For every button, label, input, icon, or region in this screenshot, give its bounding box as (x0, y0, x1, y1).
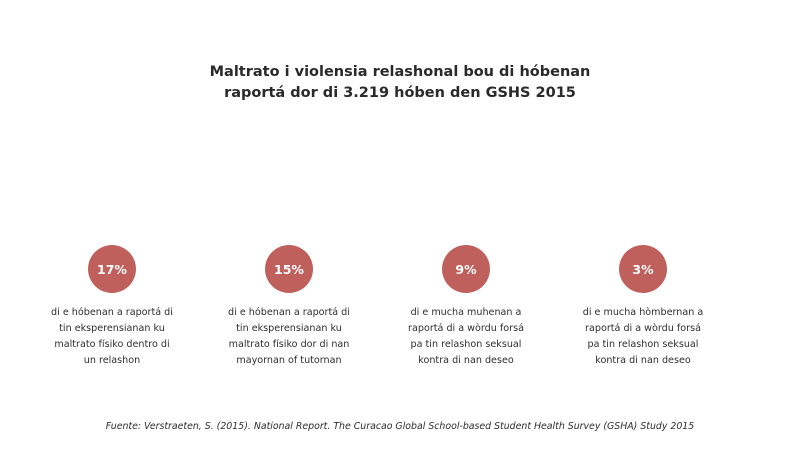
stat-circle: 3% (619, 245, 667, 293)
stat-physical-abuse-relationship: 17% di e hóbenan a raportá di tin eksper… (27, 245, 197, 369)
stat-description-line: kontra di nan deseo (418, 355, 514, 366)
stat-description-line: maltrato físiko dentro di (54, 339, 170, 350)
stat-circle: 15% (265, 245, 313, 293)
stat-description-line: kontra di nan deseo (595, 355, 691, 366)
stat-description-line: tin eksperensianan ku (236, 323, 342, 334)
stat-description: di e mucha hòmbernan a raportá di a wòrd… (558, 305, 728, 369)
stat-description-line: maltrato físiko dor di nan (228, 339, 350, 350)
stat-circle: 17% (88, 245, 136, 293)
stat-description-line: di e hóbenan a raportá di (228, 307, 350, 318)
stat-forced-sex-girls: 9% di e mucha muhenan a raportá di a wòr… (381, 245, 551, 369)
title-line-2: raportá dor di 3.219 hóben den GSHS 2015 (224, 85, 576, 101)
stat-value: 9% (455, 261, 477, 277)
stat-description: di e mucha muhenan a raportá di a wòrdu … (381, 305, 551, 369)
stat-value: 17% (97, 261, 127, 277)
stat-description-line: raportá di a wòrdu forsá (408, 323, 524, 334)
stat-value: 3% (632, 261, 654, 277)
stat-description-line: raportá di a wòrdu forsá (585, 323, 701, 334)
stat-description-line: tin eksperensianan ku (59, 323, 165, 334)
infographic-title: Maltrato i violensia relashonal bou di h… (0, 62, 800, 104)
stat-description-line: pa tin relashon seksual (587, 339, 699, 350)
stat-circle: 9% (442, 245, 490, 293)
stat-description-line: di e hóbenan a raportá di (51, 307, 173, 318)
title-line-1: Maltrato i violensia relashonal bou di h… (209, 64, 591, 80)
stat-description-line: di e mucha hòmbernan a (582, 307, 704, 318)
source-citation: Fuente: Verstraeten, S. (2015). National… (105, 421, 695, 432)
stat-value: 15% (274, 261, 304, 277)
stat-forced-sex-boys: 3% di e mucha hòmbernan a raportá di a w… (558, 245, 728, 369)
stat-description-line: pa tin relashon seksual (410, 339, 522, 350)
stat-description-line: di e mucha muhenan a (410, 307, 522, 318)
stat-description: di e hóbenan a raportá di tin eksperensi… (27, 305, 197, 369)
stat-description-line: mayornan of tutornan (236, 355, 342, 366)
stat-description-line: un relashon (83, 355, 141, 366)
stat-physical-abuse-parents: 15% di e hóbenan a raportá di tin eksper… (204, 245, 374, 369)
stat-description: di e hóbenan a raportá di tin eksperensi… (204, 305, 374, 369)
